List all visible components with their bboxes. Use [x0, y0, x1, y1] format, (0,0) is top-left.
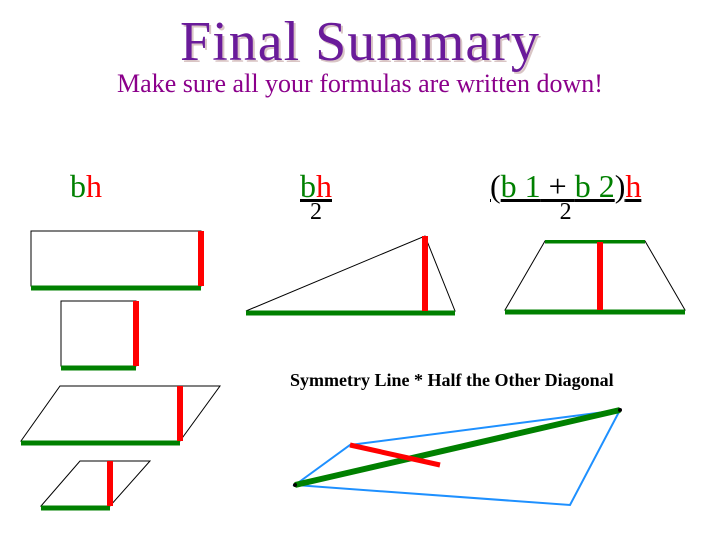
page-title: Final Summary	[0, 10, 720, 74]
formula-trap-open: (	[490, 168, 501, 204]
formula-rect-h: h	[86, 168, 102, 204]
formula-rect-b: b	[70, 168, 86, 204]
formula-trap-b2: b 2	[575, 168, 615, 204]
shape-kite	[290, 405, 640, 515]
formula-trapezoid: (b 1 + b 2)h 2	[490, 168, 641, 226]
shape-square	[60, 300, 145, 375]
formula-trap-h: h	[625, 168, 641, 204]
formula-trap-close: )	[615, 168, 626, 204]
page-subtitle: Make sure all your formulas are written …	[0, 69, 720, 99]
shape-rectangle	[30, 230, 210, 295]
shape-triangle	[245, 235, 465, 320]
shape-trapezoid	[500, 240, 700, 320]
kite-note: Symmetry Line * Half the Other Diagonal	[290, 370, 614, 391]
formula-triangle: bh 2	[300, 168, 332, 226]
shape-small-parallelogram	[40, 460, 170, 515]
formula-rectangle: bh	[70, 168, 102, 205]
formula-trap-b1: b 1	[501, 168, 541, 204]
shape-parallelogram	[20, 385, 240, 455]
